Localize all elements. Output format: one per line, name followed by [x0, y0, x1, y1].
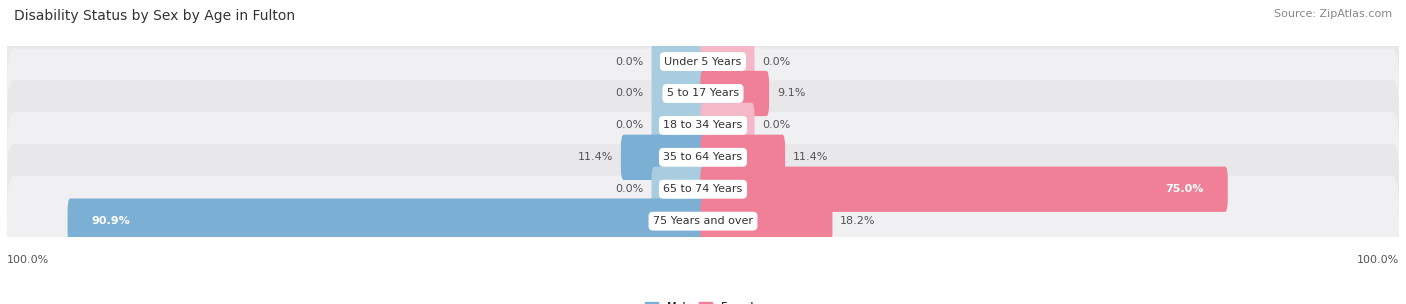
Text: 11.4%: 11.4% — [793, 152, 828, 162]
FancyBboxPatch shape — [7, 144, 1399, 234]
Text: 100.0%: 100.0% — [1357, 255, 1399, 265]
Text: 90.9%: 90.9% — [91, 216, 129, 226]
FancyBboxPatch shape — [7, 176, 1399, 266]
FancyBboxPatch shape — [7, 112, 1399, 202]
Text: 11.4%: 11.4% — [578, 152, 613, 162]
FancyBboxPatch shape — [67, 199, 706, 244]
Text: 65 to 74 Years: 65 to 74 Years — [664, 184, 742, 194]
Text: 5 to 17 Years: 5 to 17 Years — [666, 88, 740, 98]
Text: Under 5 Years: Under 5 Years — [665, 57, 741, 67]
Text: 9.1%: 9.1% — [776, 88, 806, 98]
FancyBboxPatch shape — [700, 135, 785, 180]
Text: 0.0%: 0.0% — [616, 88, 644, 98]
Text: 35 to 64 Years: 35 to 64 Years — [664, 152, 742, 162]
FancyBboxPatch shape — [651, 103, 706, 148]
Text: 0.0%: 0.0% — [762, 57, 790, 67]
FancyBboxPatch shape — [651, 39, 706, 84]
FancyBboxPatch shape — [700, 103, 755, 148]
Text: Disability Status by Sex by Age in Fulton: Disability Status by Sex by Age in Fulto… — [14, 9, 295, 23]
Text: 0.0%: 0.0% — [616, 120, 644, 130]
FancyBboxPatch shape — [700, 39, 755, 84]
Text: 100.0%: 100.0% — [7, 255, 49, 265]
FancyBboxPatch shape — [7, 48, 1399, 139]
FancyBboxPatch shape — [700, 71, 769, 116]
FancyBboxPatch shape — [651, 71, 706, 116]
Text: 18 to 34 Years: 18 to 34 Years — [664, 120, 742, 130]
FancyBboxPatch shape — [651, 167, 706, 212]
FancyBboxPatch shape — [700, 199, 832, 244]
FancyBboxPatch shape — [7, 80, 1399, 171]
Text: Source: ZipAtlas.com: Source: ZipAtlas.com — [1274, 9, 1392, 19]
Text: 0.0%: 0.0% — [616, 184, 644, 194]
Text: 0.0%: 0.0% — [616, 57, 644, 67]
Text: 75 Years and over: 75 Years and over — [652, 216, 754, 226]
Legend: Male, Female: Male, Female — [644, 302, 762, 304]
FancyBboxPatch shape — [7, 16, 1399, 107]
FancyBboxPatch shape — [700, 167, 1227, 212]
Text: 0.0%: 0.0% — [762, 120, 790, 130]
Text: 18.2%: 18.2% — [841, 216, 876, 226]
FancyBboxPatch shape — [621, 135, 706, 180]
Text: 75.0%: 75.0% — [1166, 184, 1204, 194]
